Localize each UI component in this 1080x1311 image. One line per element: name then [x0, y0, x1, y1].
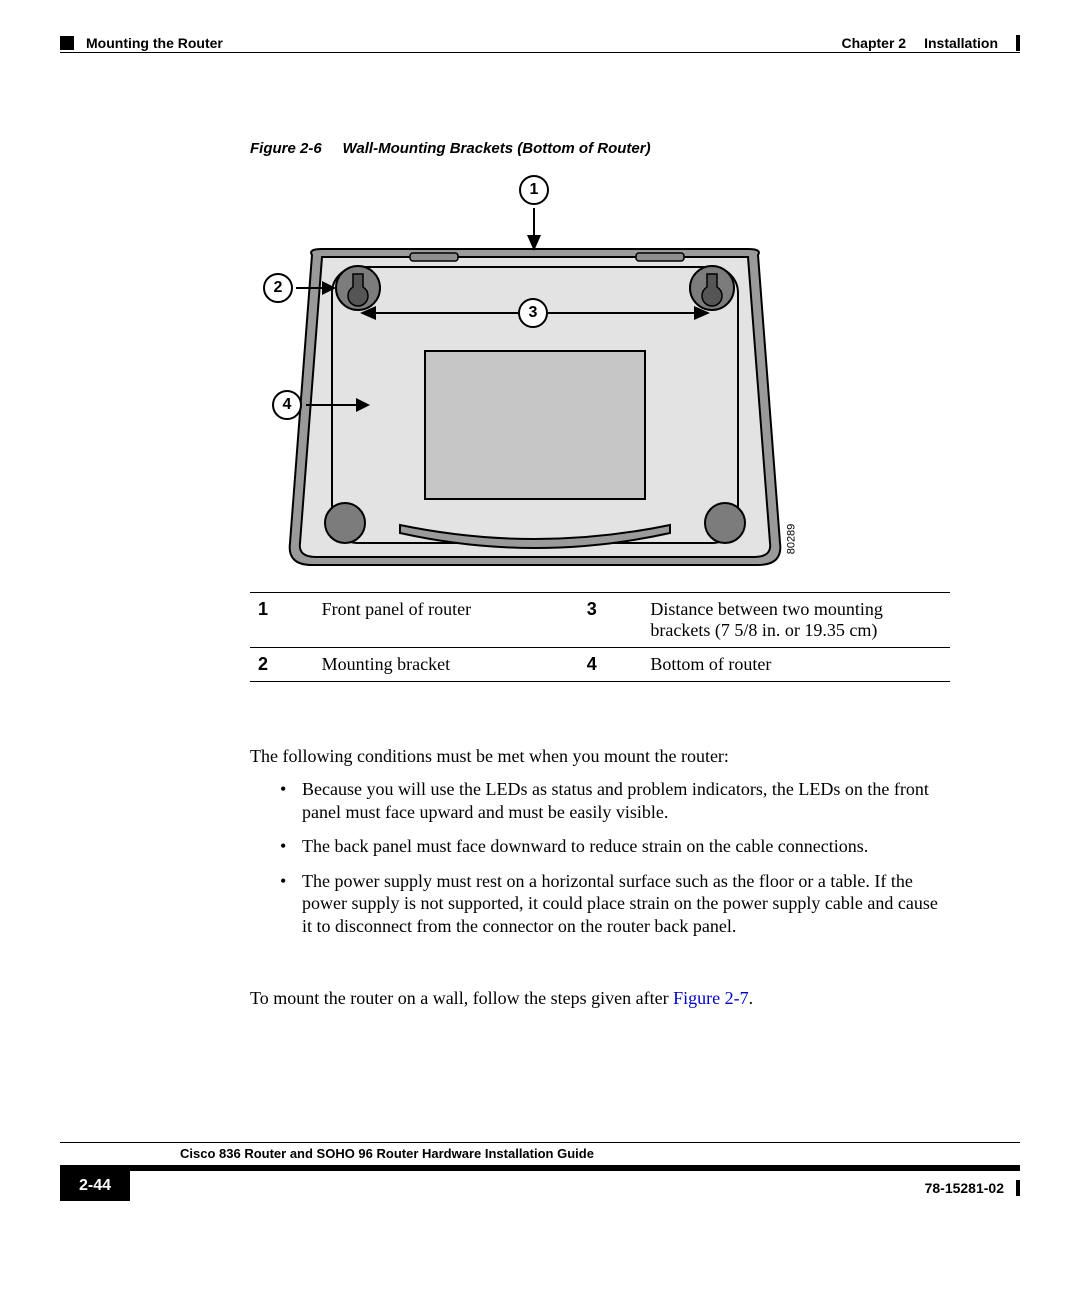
footer-rule [60, 1142, 1020, 1143]
header-rule [60, 52, 1020, 53]
figure-image-number: 80289 [785, 524, 797, 555]
legend-num: 2 [250, 648, 314, 682]
legend-desc: Front panel of router [314, 593, 579, 648]
list-item: The power supply must rest on a horizont… [280, 870, 950, 938]
list-item: The back panel must face downward to red… [280, 835, 950, 858]
closing-post: . [749, 988, 754, 1008]
callout-1: 1 [519, 175, 549, 205]
page-number: 2-44 [60, 1171, 130, 1201]
doc-number-wrap: 78-15281-02 [925, 1180, 1020, 1196]
section-title: Mounting the Router [86, 35, 223, 51]
conditions-list: Because you will use the LEDs as status … [280, 778, 950, 949]
header-chapter: Chapter 2 Installation [842, 35, 1020, 51]
legend-desc: Mounting bracket [314, 648, 579, 682]
table-row: 1 Front panel of router 3 Distance betwe… [250, 593, 950, 648]
callout-2: 2 [263, 273, 293, 303]
legend-table-wrap: 1 Front panel of router 3 Distance betwe… [250, 592, 950, 682]
footer-bar-icon [1016, 1180, 1020, 1196]
header-marker-icon [60, 36, 74, 50]
closing-pre: To mount the router on a wall, follow th… [250, 988, 673, 1008]
callout-4: 4 [272, 390, 302, 420]
chapter-title: Installation [924, 35, 998, 51]
footer-bar [60, 1165, 1020, 1171]
figure-caption: Figure 2-6 Wall-Mounting Brackets (Botto… [250, 140, 651, 157]
doc-number: 78-15281-02 [925, 1180, 1004, 1196]
figure-number: Figure 2-6 [250, 140, 322, 157]
table-row: 2 Mounting bracket 4 Bottom of router [250, 648, 950, 682]
legend-desc: Bottom of router [642, 648, 950, 682]
legend-table: 1 Front panel of router 3 Distance betwe… [250, 592, 950, 682]
chapter-label: Chapter 2 [842, 35, 907, 51]
list-item: Because you will use the LEDs as status … [280, 778, 950, 823]
page-header: Mounting the Router Chapter 2 Installati… [60, 35, 1020, 51]
figure-link[interactable]: Figure 2-7 [673, 988, 749, 1008]
legend-desc: Distance between two mounting brackets (… [642, 593, 950, 648]
legend-num: 4 [579, 648, 643, 682]
intro-paragraph: The following conditions must be met whe… [250, 745, 950, 768]
closing-paragraph: To mount the router on a wall, follow th… [250, 987, 950, 1010]
router-bottom-svg [250, 173, 810, 573]
figure-diagram: 1 2 3 4 80289 [250, 173, 810, 573]
header-bar-icon [1016, 35, 1020, 51]
footer-guide-title: Cisco 836 Router and SOHO 96 Router Hard… [180, 1146, 594, 1161]
callout-3: 3 [518, 298, 548, 328]
header-section: Mounting the Router [60, 35, 223, 51]
legend-num: 1 [250, 593, 314, 648]
legend-num: 3 [579, 593, 643, 648]
figure-title: Wall-Mounting Brackets (Bottom of Router… [343, 140, 651, 157]
